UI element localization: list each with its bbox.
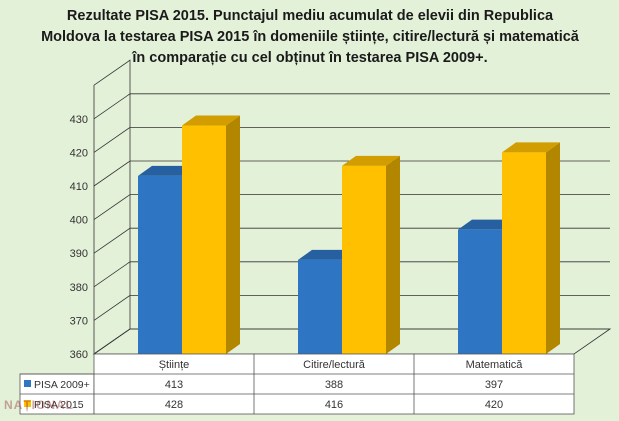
y-tick-label: 430: [70, 114, 88, 126]
y-tick-label: 420: [70, 147, 88, 159]
bar-front: [458, 229, 502, 354]
x-category-label: Citire/lectură: [303, 359, 366, 371]
bar-top: [342, 155, 400, 166]
data-label: 413: [165, 379, 183, 391]
legend-entry: PISA 2015: [34, 399, 84, 411]
chart-title: Rezultate PISA 2015. Punctajul mediu acu…: [41, 8, 579, 66]
bar-front: [342, 165, 386, 354]
bar-front: [182, 125, 226, 355]
data-label: 428: [165, 399, 183, 411]
data-label: 420: [485, 399, 503, 411]
gridline: [93, 227, 610, 254]
bar-top: [182, 115, 240, 126]
table-body: [93, 353, 575, 415]
gridline: [93, 261, 610, 288]
bar-front: [502, 152, 546, 354]
bar-front: [138, 175, 182, 354]
y-tick-label: 360: [70, 349, 88, 361]
bar-top: [298, 249, 356, 260]
x-category-label: Științe: [159, 359, 190, 371]
data-label: 388: [325, 379, 343, 391]
bar-2015-1: [342, 155, 400, 354]
bar-top: [502, 142, 560, 153]
gridline: [93, 294, 610, 321]
bar-2015-0: [182, 115, 240, 355]
data-table: Științe Citire/lectură Matematică PISA 2009…: [19, 353, 575, 415]
data-label: 416: [325, 399, 343, 411]
bar-front: [298, 259, 342, 354]
bar-side: [226, 115, 240, 355]
gridline: [93, 194, 610, 220]
bar-top: [138, 165, 196, 176]
x-category-label: Matematică: [466, 359, 524, 371]
bar-side: [546, 142, 560, 354]
y-tick-label: 390: [70, 248, 88, 260]
bar-top: [458, 219, 516, 230]
y-tick-label: 380: [70, 282, 88, 294]
bar-side: [386, 155, 400, 354]
data-label: 397: [485, 379, 503, 391]
watermark-logo: NAȚIONAL: [4, 398, 74, 412]
legend-key: [24, 380, 31, 387]
bars: [138, 115, 560, 355]
gridline: [93, 93, 610, 120]
legend-entry: PISA 2009+: [34, 379, 90, 391]
y-tick-label: 370: [70, 315, 88, 327]
gridline: [93, 328, 610, 355]
gridline: [93, 127, 610, 153]
y-tick-label: 400: [70, 215, 88, 227]
bar-2015-2: [502, 142, 560, 354]
legend-key: [24, 400, 31, 407]
y-tick-label: 410: [70, 181, 88, 193]
gridline: [93, 160, 610, 187]
